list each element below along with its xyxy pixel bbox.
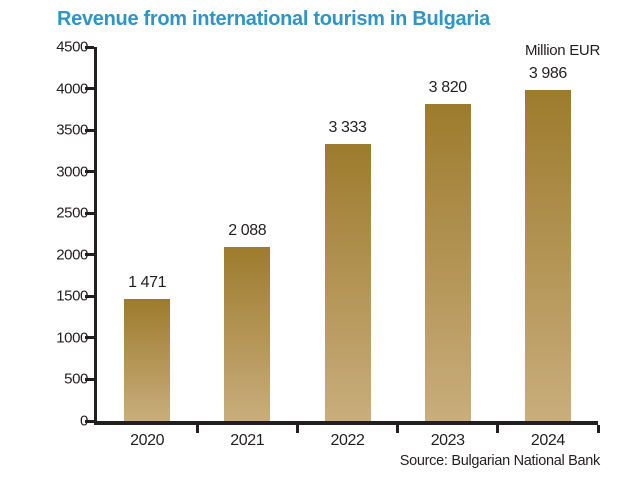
bar-value-label: 2 088 — [228, 222, 267, 240]
y-tick-label: 0 — [80, 412, 88, 430]
chart-title: Revenue from international tourism in Bu… — [57, 8, 490, 30]
x-category-label: 2023 — [430, 432, 465, 449]
y-tick-label: 500 — [64, 370, 88, 388]
bar-value-label: 3 820 — [428, 78, 467, 96]
y-tick — [85, 45, 94, 49]
y-tick — [85, 253, 94, 257]
y-tick — [85, 336, 94, 340]
y-tick — [85, 419, 94, 423]
unit-label: Million EUR — [524, 42, 600, 59]
y-tick — [85, 128, 94, 132]
y-tick-label: 4500 — [56, 38, 88, 56]
x-axis-line — [94, 421, 598, 425]
bar-value-label: 3 986 — [528, 64, 567, 82]
plot-area: 0 500 1000 1500 2000 2500 3000 3500 4000 4500 1 4… — [56, 40, 600, 449]
y-tick-label: 2000 — [56, 246, 88, 264]
x-tick — [295, 425, 299, 433]
y-tick — [85, 211, 94, 215]
x-tick — [596, 425, 600, 433]
x-tick — [396, 425, 400, 433]
x-category-label: 2021 — [230, 432, 265, 449]
x-category-label: 2022 — [330, 432, 365, 449]
x-tick — [496, 425, 500, 433]
y-tick — [85, 170, 94, 174]
y-tick-label: 2500 — [56, 204, 88, 222]
bar-2021 — [224, 247, 271, 421]
y-tick — [85, 87, 94, 91]
y-tick-label: 1000 — [56, 329, 88, 347]
y-tick-label: 3000 — [56, 163, 88, 181]
y-tick — [85, 377, 94, 381]
bar-2024 — [524, 89, 571, 421]
x-tick — [195, 425, 199, 433]
bar-value-label: 1 471 — [128, 273, 167, 291]
y-tick-label: 3500 — [56, 121, 88, 139]
bar-2020 — [124, 298, 171, 421]
y-tick-label: 1500 — [56, 287, 88, 305]
y-tick-label: 4000 — [56, 80, 88, 98]
bar-2022 — [324, 144, 371, 421]
x-category-label: 2024 — [530, 432, 565, 449]
x-category-label: 2020 — [130, 432, 165, 449]
bar-2023 — [424, 103, 471, 421]
source-note: Source: Bulgarian National Bank — [399, 453, 601, 469]
bar-value-label: 3 333 — [328, 119, 367, 136]
y-tick — [85, 294, 94, 298]
y-axis-line — [94, 47, 97, 425]
